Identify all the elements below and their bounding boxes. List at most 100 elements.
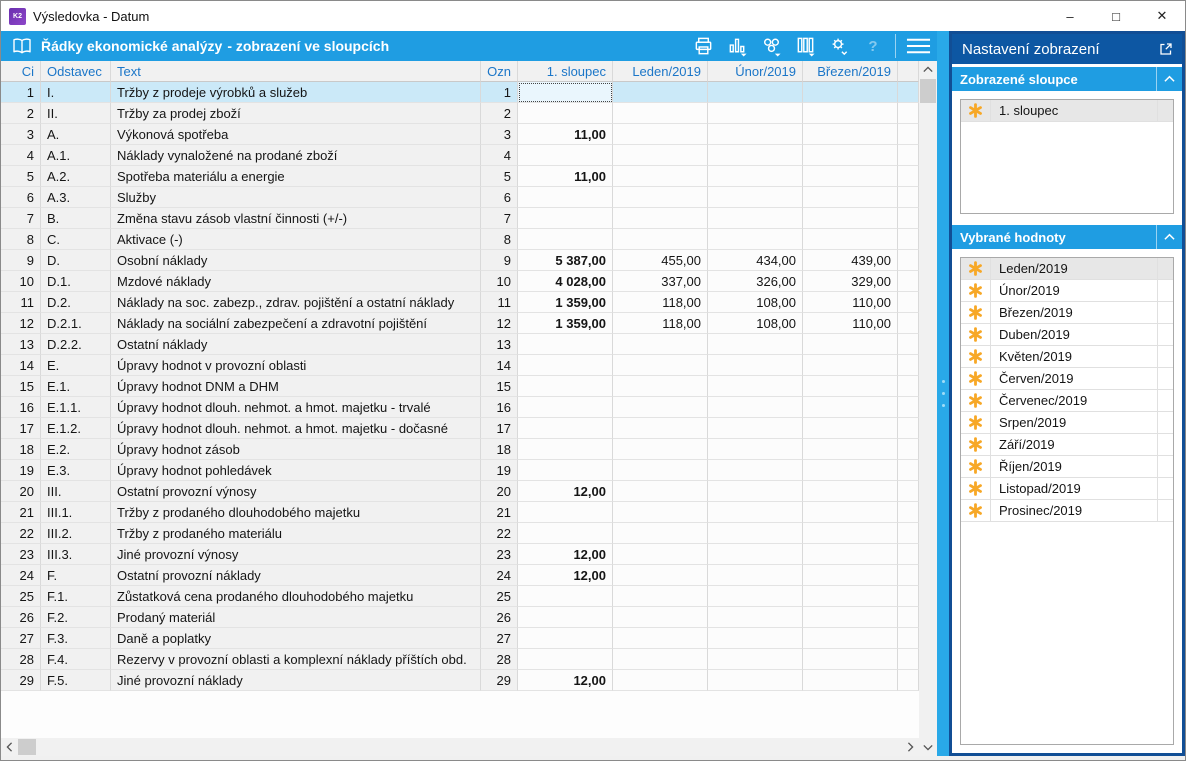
cell-unor[interactable]: 108,00 [708, 292, 803, 313]
cell-col1[interactable] [518, 355, 613, 376]
cell-odstavec[interactable]: E.1. [41, 376, 111, 397]
cell-text[interactable]: Mzdové náklady [111, 271, 481, 292]
cell-fill[interactable] [898, 103, 919, 124]
cell-odstavec[interactable]: D. [41, 250, 111, 271]
cell-ci[interactable]: 2 [1, 103, 41, 124]
cell-unor[interactable] [708, 355, 803, 376]
cell-col1[interactable]: 5 387,00 [518, 250, 613, 271]
table-row[interactable]: 26 F.2. Prodaný materiál 26 [1, 607, 919, 628]
cell-brezen[interactable] [803, 607, 898, 628]
cell-unor[interactable] [708, 481, 803, 502]
cell-ozn[interactable]: 23 [481, 544, 518, 565]
cell-leden[interactable] [613, 418, 708, 439]
cell-leden[interactable] [613, 103, 708, 124]
cell-odstavec[interactable]: II. [41, 103, 111, 124]
cell-leden[interactable] [613, 208, 708, 229]
horizontal-scroll-thumb[interactable] [18, 739, 36, 755]
cell-unor[interactable] [708, 523, 803, 544]
panel-splitter[interactable] [937, 31, 949, 756]
section-header-displayed-columns[interactable]: Zobrazené sloupce [952, 67, 1182, 91]
table-row[interactable]: 8 C. Aktivace (-) 8 [1, 229, 919, 250]
column-header-brezen[interactable]: Březen/2019 [803, 61, 898, 82]
cell-ci[interactable]: 21 [1, 502, 41, 523]
cell-ci[interactable]: 9 [1, 250, 41, 271]
external-link-icon[interactable] [1158, 41, 1174, 57]
cell-leden[interactable] [613, 481, 708, 502]
table-row[interactable]: 25 F.1. Zůstatková cena prodaného dlouhodo… [1, 586, 919, 607]
cell-fill[interactable] [898, 565, 919, 586]
list-item[interactable]: Leden/2019 [961, 258, 1173, 280]
cell-unor[interactable] [708, 544, 803, 565]
cell-brezen[interactable] [803, 208, 898, 229]
cell-leden[interactable] [613, 502, 708, 523]
cell-col1[interactable] [518, 145, 613, 166]
cell-leden[interactable] [613, 670, 708, 691]
cell-ozn[interactable]: 24 [481, 565, 518, 586]
cell-ci[interactable]: 8 [1, 229, 41, 250]
cell-unor[interactable] [708, 418, 803, 439]
cell-unor[interactable] [708, 229, 803, 250]
scroll-left-icon[interactable] [1, 738, 18, 756]
cell-brezen[interactable] [803, 502, 898, 523]
cell-ozn[interactable]: 22 [481, 523, 518, 544]
cell-ci[interactable]: 6 [1, 187, 41, 208]
cell-text[interactable]: Daně a poplatky [111, 628, 481, 649]
table-row[interactable]: 11 D.2. Náklady na soc. zabezp., zdrav. po… [1, 292, 919, 313]
cell-leden[interactable] [613, 187, 708, 208]
cell-brezen[interactable] [803, 481, 898, 502]
table-row[interactable]: 27 F.3. Daně a poplatky 27 [1, 628, 919, 649]
cell-ci[interactable]: 22 [1, 523, 41, 544]
cell-ozn[interactable]: 18 [481, 439, 518, 460]
cell-fill[interactable] [898, 145, 919, 166]
cell-fill[interactable] [898, 229, 919, 250]
cell-ci[interactable]: 20 [1, 481, 41, 502]
columns-icon[interactable] [793, 34, 817, 58]
cell-text[interactable]: Rezervy v provozní oblasti a komplexní n… [111, 649, 481, 670]
list-item[interactable]: Únor/2019 [961, 280, 1173, 302]
table-row[interactable]: 21 III.1. Tržby z prodaného dlouhodobého m… [1, 502, 919, 523]
cell-col1[interactable] [518, 229, 613, 250]
cell-ozn[interactable]: 5 [481, 166, 518, 187]
cell-text[interactable]: Úpravy hodnot dlouh. nehmot. a hmot. maj… [111, 418, 481, 439]
cell-brezen[interactable] [803, 145, 898, 166]
cell-odstavec[interactable]: III.3. [41, 544, 111, 565]
cell-text[interactable]: Tržby z prodaného dlouhodobého majetku [111, 502, 481, 523]
cell-leden[interactable] [613, 82, 708, 103]
cell-col1[interactable] [518, 649, 613, 670]
cell-leden[interactable]: 118,00 [613, 313, 708, 334]
cell-fill[interactable] [898, 460, 919, 481]
cell-unor[interactable] [708, 670, 803, 691]
cell-unor[interactable] [708, 145, 803, 166]
horizontal-scrollbar[interactable] [1, 738, 919, 756]
table-row[interactable]: 3 A. Výkonová spotřeba 3 11,00 [1, 124, 919, 145]
cell-fill[interactable] [898, 250, 919, 271]
cell-text[interactable]: Jiné provozní výnosy [111, 544, 481, 565]
cell-ozn[interactable]: 21 [481, 502, 518, 523]
cell-ozn[interactable]: 11 [481, 292, 518, 313]
cell-ci[interactable]: 13 [1, 334, 41, 355]
cell-col1[interactable] [518, 397, 613, 418]
cell-col1[interactable] [518, 460, 613, 481]
cell-fill[interactable] [898, 334, 919, 355]
table-row[interactable]: 14 E. Úpravy hodnot v provozní oblasti 14 [1, 355, 919, 376]
table-row[interactable]: 9 D. Osobní náklady 9 5 387,00 455,00 434,00 43… [1, 250, 919, 271]
cell-odstavec[interactable]: I. [41, 82, 111, 103]
cell-ci[interactable]: 11 [1, 292, 41, 313]
cell-col1[interactable] [518, 376, 613, 397]
close-button[interactable]: ✕ [1156, 8, 1168, 23]
cell-unor[interactable] [708, 460, 803, 481]
cell-odstavec[interactable]: E.2. [41, 439, 111, 460]
cell-odstavec[interactable]: E.3. [41, 460, 111, 481]
cell-ci[interactable]: 26 [1, 607, 41, 628]
cell-fill[interactable] [898, 607, 919, 628]
cell-col1[interactable] [518, 103, 613, 124]
list-item[interactable]: Srpen/2019 [961, 412, 1173, 434]
cell-unor[interactable] [708, 649, 803, 670]
settings-gear-icon[interactable] [827, 34, 851, 58]
cell-leden[interactable] [613, 355, 708, 376]
cell-col1[interactable]: 11,00 [518, 124, 613, 145]
cell-brezen[interactable] [803, 670, 898, 691]
cell-ci[interactable]: 16 [1, 397, 41, 418]
cell-text[interactable]: Prodaný materiál [111, 607, 481, 628]
cell-ci[interactable]: 4 [1, 145, 41, 166]
